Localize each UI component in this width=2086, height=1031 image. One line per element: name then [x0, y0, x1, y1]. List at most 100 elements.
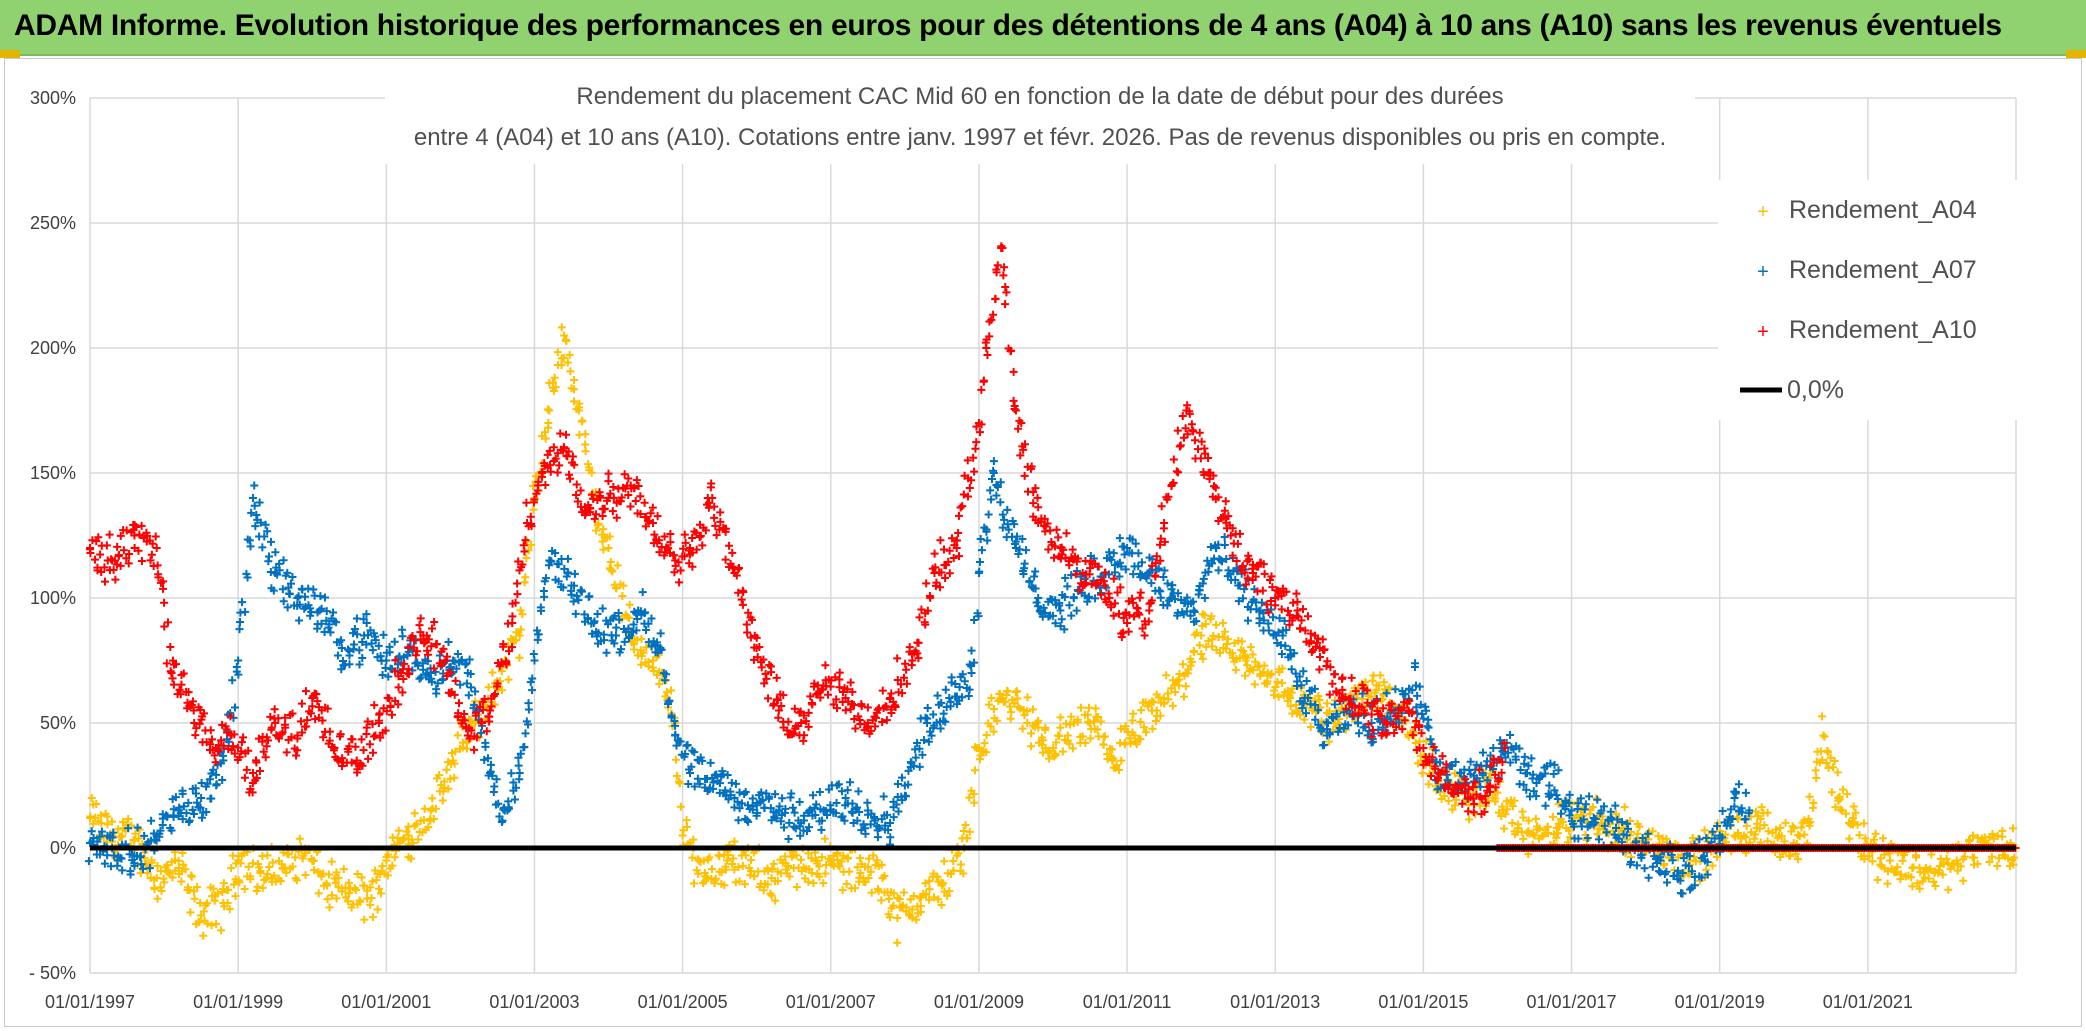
a07-point	[337, 636, 346, 645]
a07-point	[870, 814, 879, 823]
a07-point	[1703, 870, 1712, 879]
a04-point	[1156, 711, 1165, 720]
a07-point	[958, 693, 967, 702]
a07-point	[1695, 835, 1704, 844]
a04-point	[87, 794, 96, 803]
a07-point	[266, 568, 275, 577]
a04-point	[909, 892, 918, 901]
legend-item-a04[interactable]: + Rendement_A04	[1757, 196, 1977, 224]
a07-point	[958, 670, 967, 679]
legend-item-a07[interactable]: + Rendement_A07	[1757, 256, 1976, 284]
a04-point	[1953, 866, 1962, 875]
a04-point	[344, 897, 353, 906]
a04-point	[1908, 882, 1917, 891]
a10-point	[1002, 288, 1011, 297]
y-tick-label: 200%	[30, 338, 76, 358]
a04-point	[1531, 814, 1540, 823]
a07-point	[422, 670, 431, 679]
a04-point	[1171, 688, 1180, 697]
a04-point	[1450, 801, 1459, 810]
a07-point	[198, 813, 207, 822]
a04-point	[1034, 716, 1043, 725]
a07-point	[1717, 833, 1726, 842]
a07-point	[1522, 785, 1531, 794]
a07-point	[1561, 805, 1570, 814]
a10-point	[96, 550, 105, 559]
a04-point	[639, 648, 648, 657]
legend-marker-a10-icon: +	[1757, 321, 1769, 343]
a04-point	[103, 812, 112, 821]
a10-point	[168, 674, 177, 683]
a07-point	[598, 604, 607, 613]
a04-point	[735, 877, 744, 886]
a04-point	[1558, 817, 1567, 826]
a04-point	[1878, 834, 1887, 843]
a10-point	[1159, 524, 1168, 533]
a04-point	[663, 688, 672, 697]
a04-point	[323, 895, 332, 904]
a04-point	[1100, 732, 1109, 741]
a10-point	[137, 521, 146, 530]
a07-point	[976, 535, 985, 544]
a07-point	[1363, 731, 1372, 740]
a07-point	[667, 711, 676, 720]
a04-point	[815, 872, 824, 881]
a07-point	[368, 646, 377, 655]
a07-point	[753, 808, 762, 817]
a07-point	[1317, 727, 1326, 736]
a07-point	[795, 797, 804, 806]
a07-point	[572, 591, 581, 600]
a07-point	[1585, 792, 1594, 801]
a04-point	[1274, 692, 1283, 701]
a04-point	[103, 820, 112, 829]
a04-point	[1011, 688, 1020, 697]
x-tick-label: 01/01/2011	[1083, 992, 1172, 1012]
a04-point	[1413, 759, 1422, 768]
a07-point	[1190, 608, 1199, 617]
a07-point	[855, 807, 864, 816]
a07-point	[1489, 743, 1498, 752]
a07-point	[93, 837, 102, 846]
a07-point	[665, 696, 674, 705]
a04-point	[984, 700, 993, 709]
a07-point	[796, 831, 805, 840]
a04-point	[1208, 642, 1217, 651]
a04-point	[717, 868, 726, 877]
a07-point	[137, 860, 146, 869]
a04-point	[1755, 824, 1764, 833]
a10-point	[930, 549, 939, 558]
a07-point	[109, 851, 118, 860]
a07-point	[780, 823, 789, 832]
a04-point	[839, 851, 848, 860]
a04-point	[965, 827, 974, 836]
a10-point	[922, 579, 931, 588]
a10-point	[1173, 426, 1182, 435]
a10-point	[1197, 437, 1206, 446]
a04-point	[378, 862, 387, 871]
a04-point	[598, 537, 607, 546]
a04-point	[1998, 832, 2007, 841]
a07-point	[1134, 549, 1143, 558]
a10-point	[1338, 673, 1347, 682]
a04-point	[594, 519, 603, 528]
a04-point	[956, 860, 965, 869]
a07-point	[324, 623, 333, 632]
page-title: ADAM Informe. Evolution historique des p…	[14, 9, 2002, 42]
legend-item-a10[interactable]: + Rendement_A10	[1757, 316, 1976, 344]
a07-point	[571, 609, 580, 618]
a10-point	[1210, 482, 1219, 491]
a10-point	[640, 498, 649, 507]
a07-point	[1259, 616, 1268, 625]
a07-point	[600, 636, 609, 645]
a04-point	[388, 861, 397, 870]
a07-point	[1231, 576, 1240, 585]
a07-point	[432, 685, 441, 694]
a07-point	[632, 609, 641, 618]
a04-point	[715, 852, 724, 861]
a07-point	[1529, 770, 1538, 779]
a04-point	[613, 561, 622, 570]
a04-point	[1296, 710, 1305, 719]
a04-point	[885, 894, 894, 903]
a07-point	[326, 628, 335, 637]
a07-point	[1216, 556, 1225, 565]
